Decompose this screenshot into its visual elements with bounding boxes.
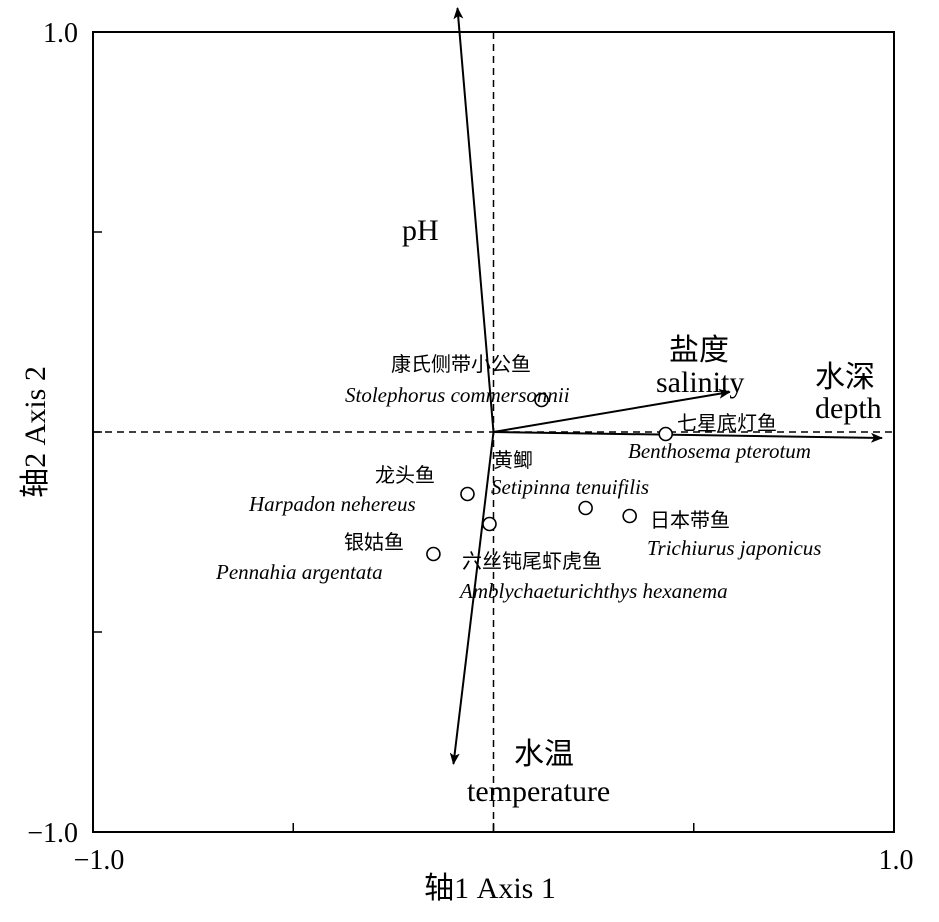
vector-label-temperature-cn: 水温 [514, 738, 574, 771]
species-label-latin-benthosema: Benthosema pterotum [628, 439, 811, 463]
species-label-cn-pennahia: 银姑鱼 [344, 530, 404, 554]
species-label-latin-harpadon: Harpadon nehereus [248, 492, 416, 516]
env-vector-ph [453, 7, 495, 433]
species-label-cn-setipinna: 黄鲫 [493, 448, 533, 472]
vector-label-depth-en: depth [815, 392, 882, 425]
species-label-cn-stolephorus: 康氏侧带小公鱼 [391, 352, 531, 376]
species-point-amblychaeturichthys [482, 516, 497, 532]
env-vector-salinity [493, 388, 731, 433]
vector-label-ph: pH [402, 214, 439, 247]
axis-ticks [93, 231, 695, 832]
vector-label-salinity-cn: 盐度 [669, 334, 729, 367]
env-vector-temperature [449, 431, 495, 765]
x-tick-label-right: 1.0 [879, 845, 914, 876]
species-label-latin-amblychaeturichthys: Amblychaeturichthys hexanema [458, 579, 728, 603]
env-vector-depth [493, 431, 883, 443]
x-tick-label-left: −1.0 [74, 845, 125, 876]
x-axis-title: 轴1 Axis 1 [424, 872, 556, 905]
vector-label-depth-cn: 水深 [815, 361, 875, 394]
environment-vectors [449, 7, 883, 765]
y-tick-label-bottom: −1.0 [27, 818, 78, 849]
vector-label-salinity-en: salinity [656, 366, 744, 399]
species-label-cn-trichiurus: 日本带鱼 [650, 508, 730, 532]
species-points [426, 392, 674, 562]
species-label-latin-setipinna: Setipinna tenuifilis [491, 475, 649, 499]
y-tick-label-top: 1.0 [43, 18, 78, 49]
species-label-latin-stolephorus: Stolephorus commersonnii [345, 383, 570, 407]
species-point-trichiurus [622, 508, 637, 524]
species-label-cn-harpadon: 龙头鱼 [375, 463, 435, 487]
species-label-cn-amblychaeturichthys: 六丝钝尾虾虎鱼 [462, 549, 602, 573]
vector-label-temperature-en: temperature [467, 775, 610, 808]
species-point-pennahia [426, 546, 441, 562]
species-label-latin-trichiurus: Trichiurus japonicus [647, 536, 821, 560]
species-label-latin-pennahia: Pennahia argentata [215, 560, 383, 584]
species-point-benthosema [658, 426, 674, 442]
y-axis-title: 轴2 Axis 2 [19, 366, 52, 498]
species-label-cn-benthosema: 七星底灯鱼 [677, 411, 777, 435]
species-point-harpadon [460, 486, 475, 502]
species-point-setipinna [578, 500, 593, 516]
species-point-stolephorus [534, 392, 549, 408]
